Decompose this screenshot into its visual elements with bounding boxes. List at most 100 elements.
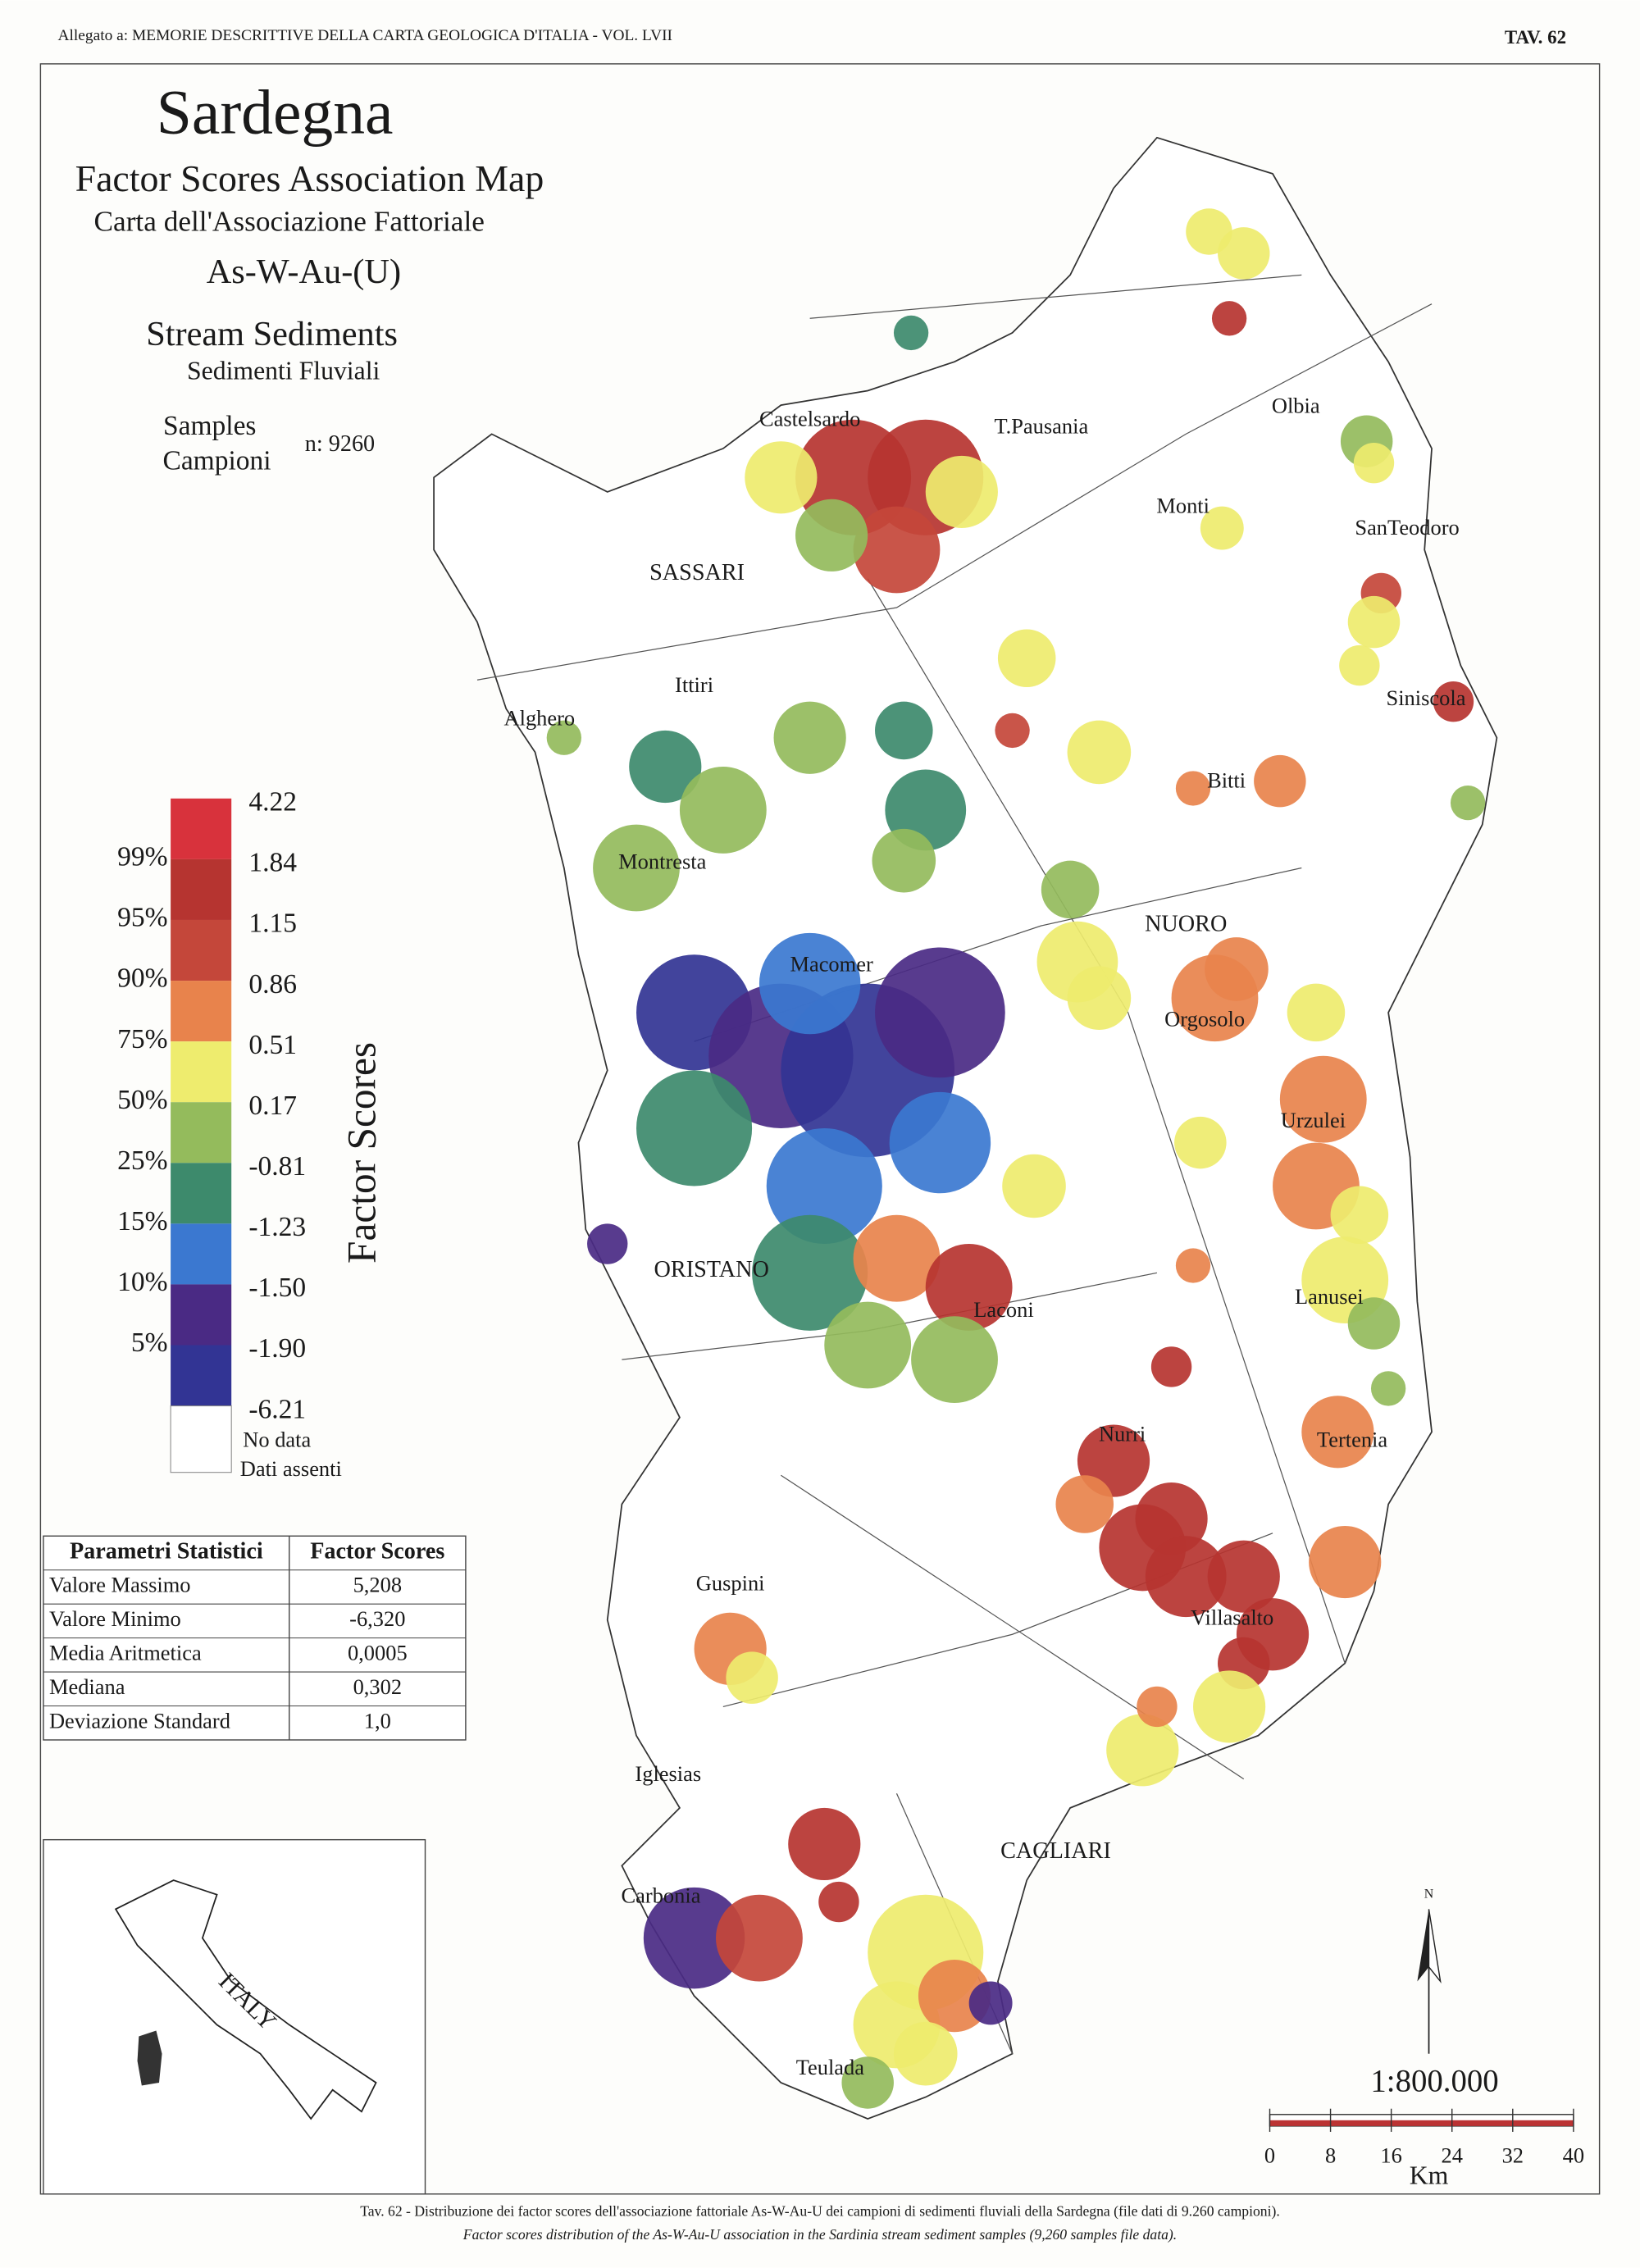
samples-n: n: 9260 [305, 431, 375, 457]
legend-no-data-it: Dati assenti [240, 1456, 342, 1481]
place-label: Ittiri [675, 672, 713, 697]
score-blob [766, 1127, 882, 1245]
legend-swatch [171, 1223, 232, 1285]
score-blob [1067, 720, 1132, 785]
score-blob [643, 1887, 745, 1989]
header-left: Allegato a: MEMORIE DESCRITTIVE DELLA CA… [58, 27, 672, 44]
legend-swatch [171, 1041, 232, 1103]
subtitle-it: Carta dell'Associazione Fattoriale [94, 206, 485, 238]
table-cell: Valore Minimo [49, 1606, 181, 1631]
table-cell: 5,208 [353, 1573, 402, 1597]
legend-percentile: 75% [117, 1024, 167, 1054]
score-blob [1205, 937, 1269, 1001]
table-cell: Mediana [49, 1674, 125, 1699]
score-blob [773, 701, 846, 774]
legend-swatch [171, 798, 232, 859]
score-blob [925, 455, 998, 529]
legend-value: 4.22 [248, 787, 297, 817]
score-blob [1207, 1540, 1280, 1613]
legend-value: -6.21 [248, 1394, 306, 1424]
scale-bar [1269, 2114, 1574, 2127]
legend-value: 1.84 [248, 848, 297, 878]
place-label: ORISTANO [654, 1257, 769, 1282]
place-label: Guspini [696, 1570, 765, 1595]
legend-percentile: 99% [117, 842, 167, 872]
place-label: T.Pausania [994, 413, 1088, 438]
legend-no-data-en: No data [243, 1428, 311, 1452]
table-cell: 0,0005 [348, 1640, 408, 1665]
score-blob [1370, 1371, 1406, 1406]
place-label: Villasalto [1191, 1605, 1273, 1630]
legend-value: 0.51 [248, 1030, 297, 1060]
legend-value: 0.86 [248, 969, 297, 1000]
score-blob [875, 947, 1005, 1078]
place-label: Urzulei [1281, 1108, 1346, 1132]
legend-percentile: 5% [131, 1328, 168, 1358]
place-label: Siniscola [1387, 685, 1466, 710]
score-blob [758, 932, 861, 1035]
score-blob [818, 1881, 859, 1923]
score-blob [872, 828, 936, 893]
score-blob [1145, 1536, 1227, 1618]
media-it: Sedimenti Fluviali [187, 357, 380, 385]
scale-tick-label: 0 [1264, 2143, 1275, 2168]
legend-value: -1.90 [248, 1333, 306, 1364]
arrow-left [1417, 1909, 1429, 1982]
score-blob [893, 315, 929, 351]
frame [39, 63, 1601, 2195]
arrow-right [1428, 1909, 1442, 1984]
legend-percentile: 10% [117, 1267, 167, 1297]
score-blob [1301, 1396, 1374, 1469]
table-cell: Deviazione Standard [49, 1708, 230, 1733]
caption: Factor scores distribution of the As-W-A… [462, 2226, 1177, 2243]
score-blob [1218, 227, 1270, 280]
legend-percentile: 90% [117, 963, 167, 994]
north-label: N [1424, 1887, 1434, 1901]
sardinia-mark [137, 2030, 162, 2086]
place-label: SASSARI [649, 560, 745, 585]
legend-value: -1.50 [248, 1273, 306, 1303]
score-blob [679, 767, 767, 854]
legend-swatch [171, 1345, 232, 1406]
place-label: Macomer [790, 951, 872, 976]
score-blob [629, 730, 702, 804]
score-blob [788, 1807, 861, 1881]
score-blob [889, 1091, 991, 1194]
score-blob [1137, 1686, 1178, 1728]
score-blob [925, 1244, 1013, 1331]
scale-unit: Km [1410, 2161, 1449, 2190]
association: As-W-Au-(U) [207, 253, 401, 291]
place-label: Castelsardo [759, 407, 860, 431]
legend-swatch [171, 1102, 232, 1164]
score-blob [1067, 966, 1132, 1031]
table-cell: -6,320 [349, 1606, 405, 1631]
samples-it: Campioni [162, 445, 271, 476]
legend-no-data [170, 1405, 232, 1473]
score-blob [853, 506, 941, 594]
score-blob [1211, 301, 1247, 336]
italy-outline [114, 1879, 377, 2120]
legend-title: Factor Scores [339, 1042, 385, 1264]
legend-value: -0.81 [248, 1151, 306, 1182]
place-label: Orgosolo [1164, 1006, 1245, 1031]
place-label: Monti [1156, 493, 1210, 517]
scale-tick-label: 40 [1563, 2143, 1584, 2168]
score-blob [1279, 1055, 1367, 1143]
scale-tick-label: 16 [1380, 2143, 1401, 2168]
place-label: Iglesias [635, 1761, 701, 1786]
score-blob [745, 441, 818, 514]
place-label: Teulada [796, 2055, 865, 2079]
table-header: Factor Scores [310, 1538, 444, 1564]
score-blob [841, 2056, 894, 2109]
legend-swatch [171, 1163, 232, 1224]
score-blob [1175, 771, 1211, 806]
inset-frame [43, 1838, 426, 2195]
score-blob [911, 1316, 998, 1404]
place-label: Olbia [1272, 394, 1320, 418]
score-blob [546, 720, 581, 755]
score-blob [1174, 1116, 1227, 1169]
score-blob [1055, 1475, 1114, 1533]
scale-tick-label: 24 [1442, 2143, 1463, 2168]
place-label: Carbonia [622, 1883, 701, 1907]
